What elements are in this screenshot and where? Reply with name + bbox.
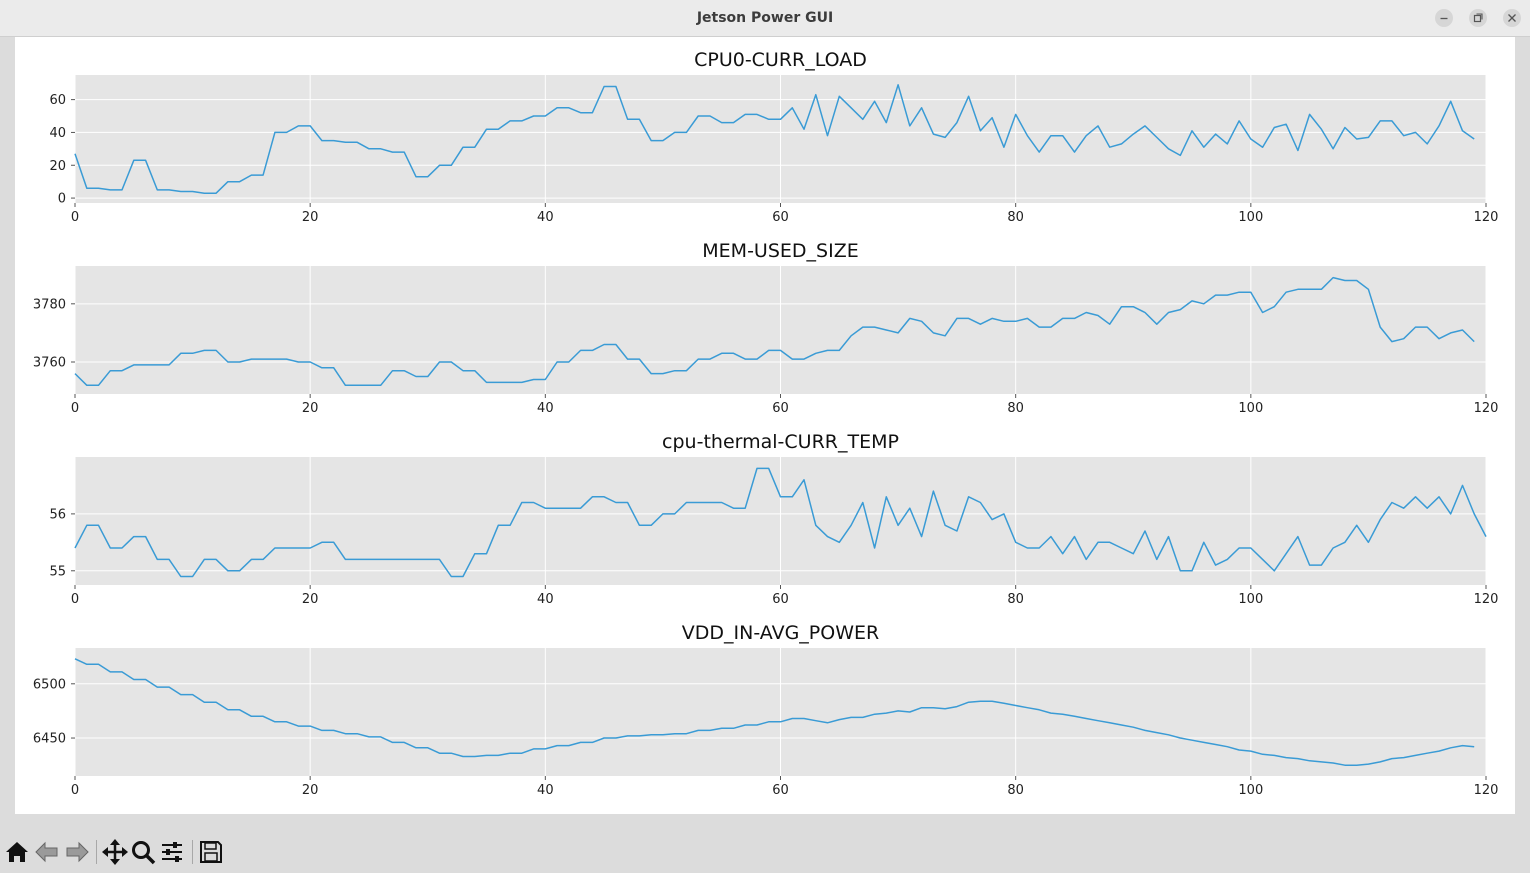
close-icon xyxy=(1508,14,1516,22)
maximize-icon xyxy=(1473,13,1483,23)
window-titlebar[interactable]: Jetson Power GUI xyxy=(0,0,1530,37)
x-tick-label: 40 xyxy=(537,783,554,798)
configure-subplots-button[interactable] xyxy=(158,838,186,866)
y-tick-label: 20 xyxy=(49,159,66,174)
subplot-2: 0 20 40 60 80 100 120 3760 3780 MEM-USED_SIZE xyxy=(33,240,1499,416)
x-tick-label: 40 xyxy=(537,592,554,607)
subplot-title: VDD_IN-AVG_POWER xyxy=(682,622,879,644)
navigation-toolbar xyxy=(0,836,240,870)
save-disk-icon xyxy=(200,841,222,863)
x-tick-label: 100 xyxy=(1238,401,1263,416)
x-tick-label: 20 xyxy=(302,401,319,416)
x-tick-label: 0 xyxy=(71,783,79,798)
x-tick-label: 120 xyxy=(1474,783,1499,798)
forward-arrow-icon xyxy=(66,841,89,863)
y-tick-label: 0 xyxy=(58,192,66,207)
x-tick-label: 100 xyxy=(1238,592,1263,607)
y-tick-label: 3780 xyxy=(33,297,66,312)
window-title: Jetson Power GUI xyxy=(696,10,834,26)
x-tick-label: 40 xyxy=(537,401,554,416)
x-tick-label: 40 xyxy=(537,210,554,225)
x-tick-label: 80 xyxy=(1007,783,1024,798)
y-tick-label: 60 xyxy=(49,93,66,108)
plots-svg: 0 20 40 60 80 100 120 0 20 40 60 CPU0-CURR_LOAD 0 20 4… xyxy=(33,49,1499,798)
pan-move-icon xyxy=(102,839,128,865)
x-tick-label: 120 xyxy=(1474,210,1499,225)
x-tick-label: 100 xyxy=(1238,210,1263,225)
x-tick-label: 60 xyxy=(772,592,789,607)
y-tick-label: 6500 xyxy=(33,677,66,692)
configure-subplots-icon xyxy=(162,842,182,862)
x-tick-label: 80 xyxy=(1007,210,1024,225)
y-tick-label: 6450 xyxy=(33,732,66,747)
zoom-button[interactable] xyxy=(129,838,157,866)
toolbar-separator xyxy=(192,840,193,864)
x-tick-label: 80 xyxy=(1007,401,1024,416)
x-tick-label: 60 xyxy=(772,210,789,225)
x-tick-label: 100 xyxy=(1238,783,1263,798)
back-arrow-icon xyxy=(35,841,58,863)
series-line xyxy=(74,658,1475,766)
y-tick-label: 56 xyxy=(49,507,66,522)
home-button[interactable] xyxy=(3,838,31,866)
subplot-title: CPU0-CURR_LOAD xyxy=(694,49,867,71)
save-button[interactable] xyxy=(197,838,225,866)
x-tick-label: 60 xyxy=(772,401,789,416)
x-tick-label: 0 xyxy=(71,592,79,607)
back-button[interactable] xyxy=(33,838,61,866)
subplot-title: MEM-USED_SIZE xyxy=(702,240,858,262)
x-tick-label: 120 xyxy=(1474,592,1499,607)
x-tick-label: 120 xyxy=(1474,401,1499,416)
x-tick-label: 20 xyxy=(302,210,319,225)
home-icon xyxy=(6,842,28,862)
x-tick-label: 20 xyxy=(302,783,319,798)
subplot-1: 0 20 40 60 80 100 120 0 20 40 60 CPU0-CURR_LOAD xyxy=(49,49,1498,225)
minimize-icon xyxy=(1440,17,1448,20)
minimize-button[interactable] xyxy=(1435,9,1453,27)
y-tick-label: 55 xyxy=(49,564,66,579)
subplot-title: cpu-thermal-CURR_TEMP xyxy=(662,431,899,453)
series-line xyxy=(74,467,1487,578)
x-tick-label: 0 xyxy=(71,210,79,225)
forward-button[interactable] xyxy=(63,838,91,866)
x-tick-label: 20 xyxy=(302,592,319,607)
close-button[interactable] xyxy=(1503,9,1521,27)
x-tick-label: 0 xyxy=(71,401,79,416)
maximize-button[interactable] xyxy=(1469,9,1487,27)
series-line xyxy=(74,84,1475,194)
toolbar-separator xyxy=(96,840,97,864)
y-tick-label: 40 xyxy=(49,126,66,141)
figure-canvas[interactable]: 0 20 40 60 80 100 120 0 20 40 60 CPU0-CURR_LOAD 0 20 4… xyxy=(15,37,1515,814)
series-line xyxy=(74,276,1475,387)
y-tick-label: 3760 xyxy=(33,356,66,371)
zoom-magnifier-icon xyxy=(132,841,156,865)
x-tick-label: 60 xyxy=(772,783,789,798)
x-tick-label: 80 xyxy=(1007,592,1024,607)
subplot-3: 0 20 40 60 80 100 120 55 56 cpu-thermal-CURR_TEMP xyxy=(49,431,1498,607)
subplot-4: 0 20 40 60 80 100 120 6450 6500 VDD_IN-AVG_POWER xyxy=(33,622,1499,798)
pan-button[interactable] xyxy=(101,838,129,866)
